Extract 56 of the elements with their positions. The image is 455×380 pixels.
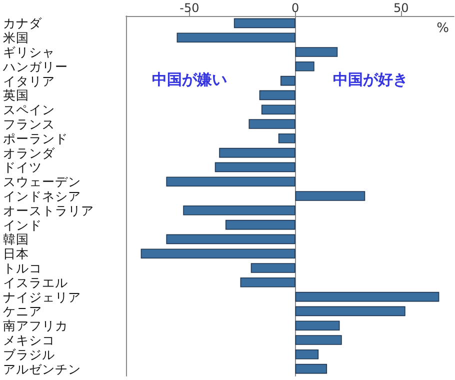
y-tick-label: 韓国 (3, 232, 29, 247)
y-tick-label: オランダ (3, 145, 56, 160)
x-tick-label: -50 (180, 1, 200, 15)
y-tick-label: スペイン (3, 102, 55, 118)
y-tick-label: オーストラリア (3, 202, 94, 218)
bar (259, 90, 296, 100)
bar (225, 220, 296, 230)
y-tick-label: メキシコ (3, 332, 55, 348)
y-tick-label: 南アフリカ (3, 318, 68, 334)
annotation: % (436, 21, 450, 36)
y-tick-label: ナイジェリア (3, 289, 81, 304)
y-tick-label: インド (3, 217, 42, 232)
y-tick-label: アルゼンチン (3, 361, 81, 376)
bar (295, 191, 366, 201)
bar (295, 364, 328, 374)
bar (278, 134, 296, 144)
bar (140, 248, 296, 258)
bar (219, 148, 296, 158)
bar (280, 76, 296, 86)
bar (166, 234, 296, 244)
y-tick-label: ドイツ (3, 160, 42, 175)
bar (295, 335, 342, 345)
bar (295, 62, 314, 72)
y-tick-label: 米国 (3, 30, 29, 46)
bar (248, 119, 296, 129)
x-tick-label: 50 (393, 1, 409, 15)
bar (295, 320, 340, 330)
y-tick-label: イタリア (3, 73, 55, 88)
y-tick-label: ブラジル (3, 346, 55, 362)
y-tick-label: インドネシア (3, 188, 81, 204)
bar (295, 306, 406, 316)
y-tick-label: 英国 (3, 88, 29, 103)
bar (295, 47, 338, 57)
bar (240, 278, 296, 288)
bar (234, 18, 296, 28)
bar (176, 32, 296, 42)
bar (214, 162, 296, 172)
y-tick-label: トルコ (3, 260, 42, 276)
bar (261, 104, 296, 114)
y-tick-label: ポーランド (3, 130, 68, 146)
y-tick-label: ギリシャ (3, 44, 55, 60)
y-tick-label: スウェーデン (3, 174, 81, 190)
y-tick-label: カナダ (3, 16, 43, 31)
y-tick-label: イスラエル (3, 274, 68, 290)
bar (295, 292, 440, 302)
annotation: 中国が好き (333, 70, 408, 88)
y-tick-label: フランス (3, 116, 55, 132)
annotation: 中国が嫌い (152, 70, 227, 88)
bar (250, 263, 296, 273)
y-tick-label: ハンガリー (2, 58, 68, 74)
bar (295, 350, 319, 360)
bar (183, 206, 296, 216)
y-tick-label: 日本 (3, 246, 29, 262)
y-tick-label: ケニア (3, 304, 42, 319)
bar (166, 176, 296, 186)
x-tick-label: 0 (291, 1, 300, 15)
